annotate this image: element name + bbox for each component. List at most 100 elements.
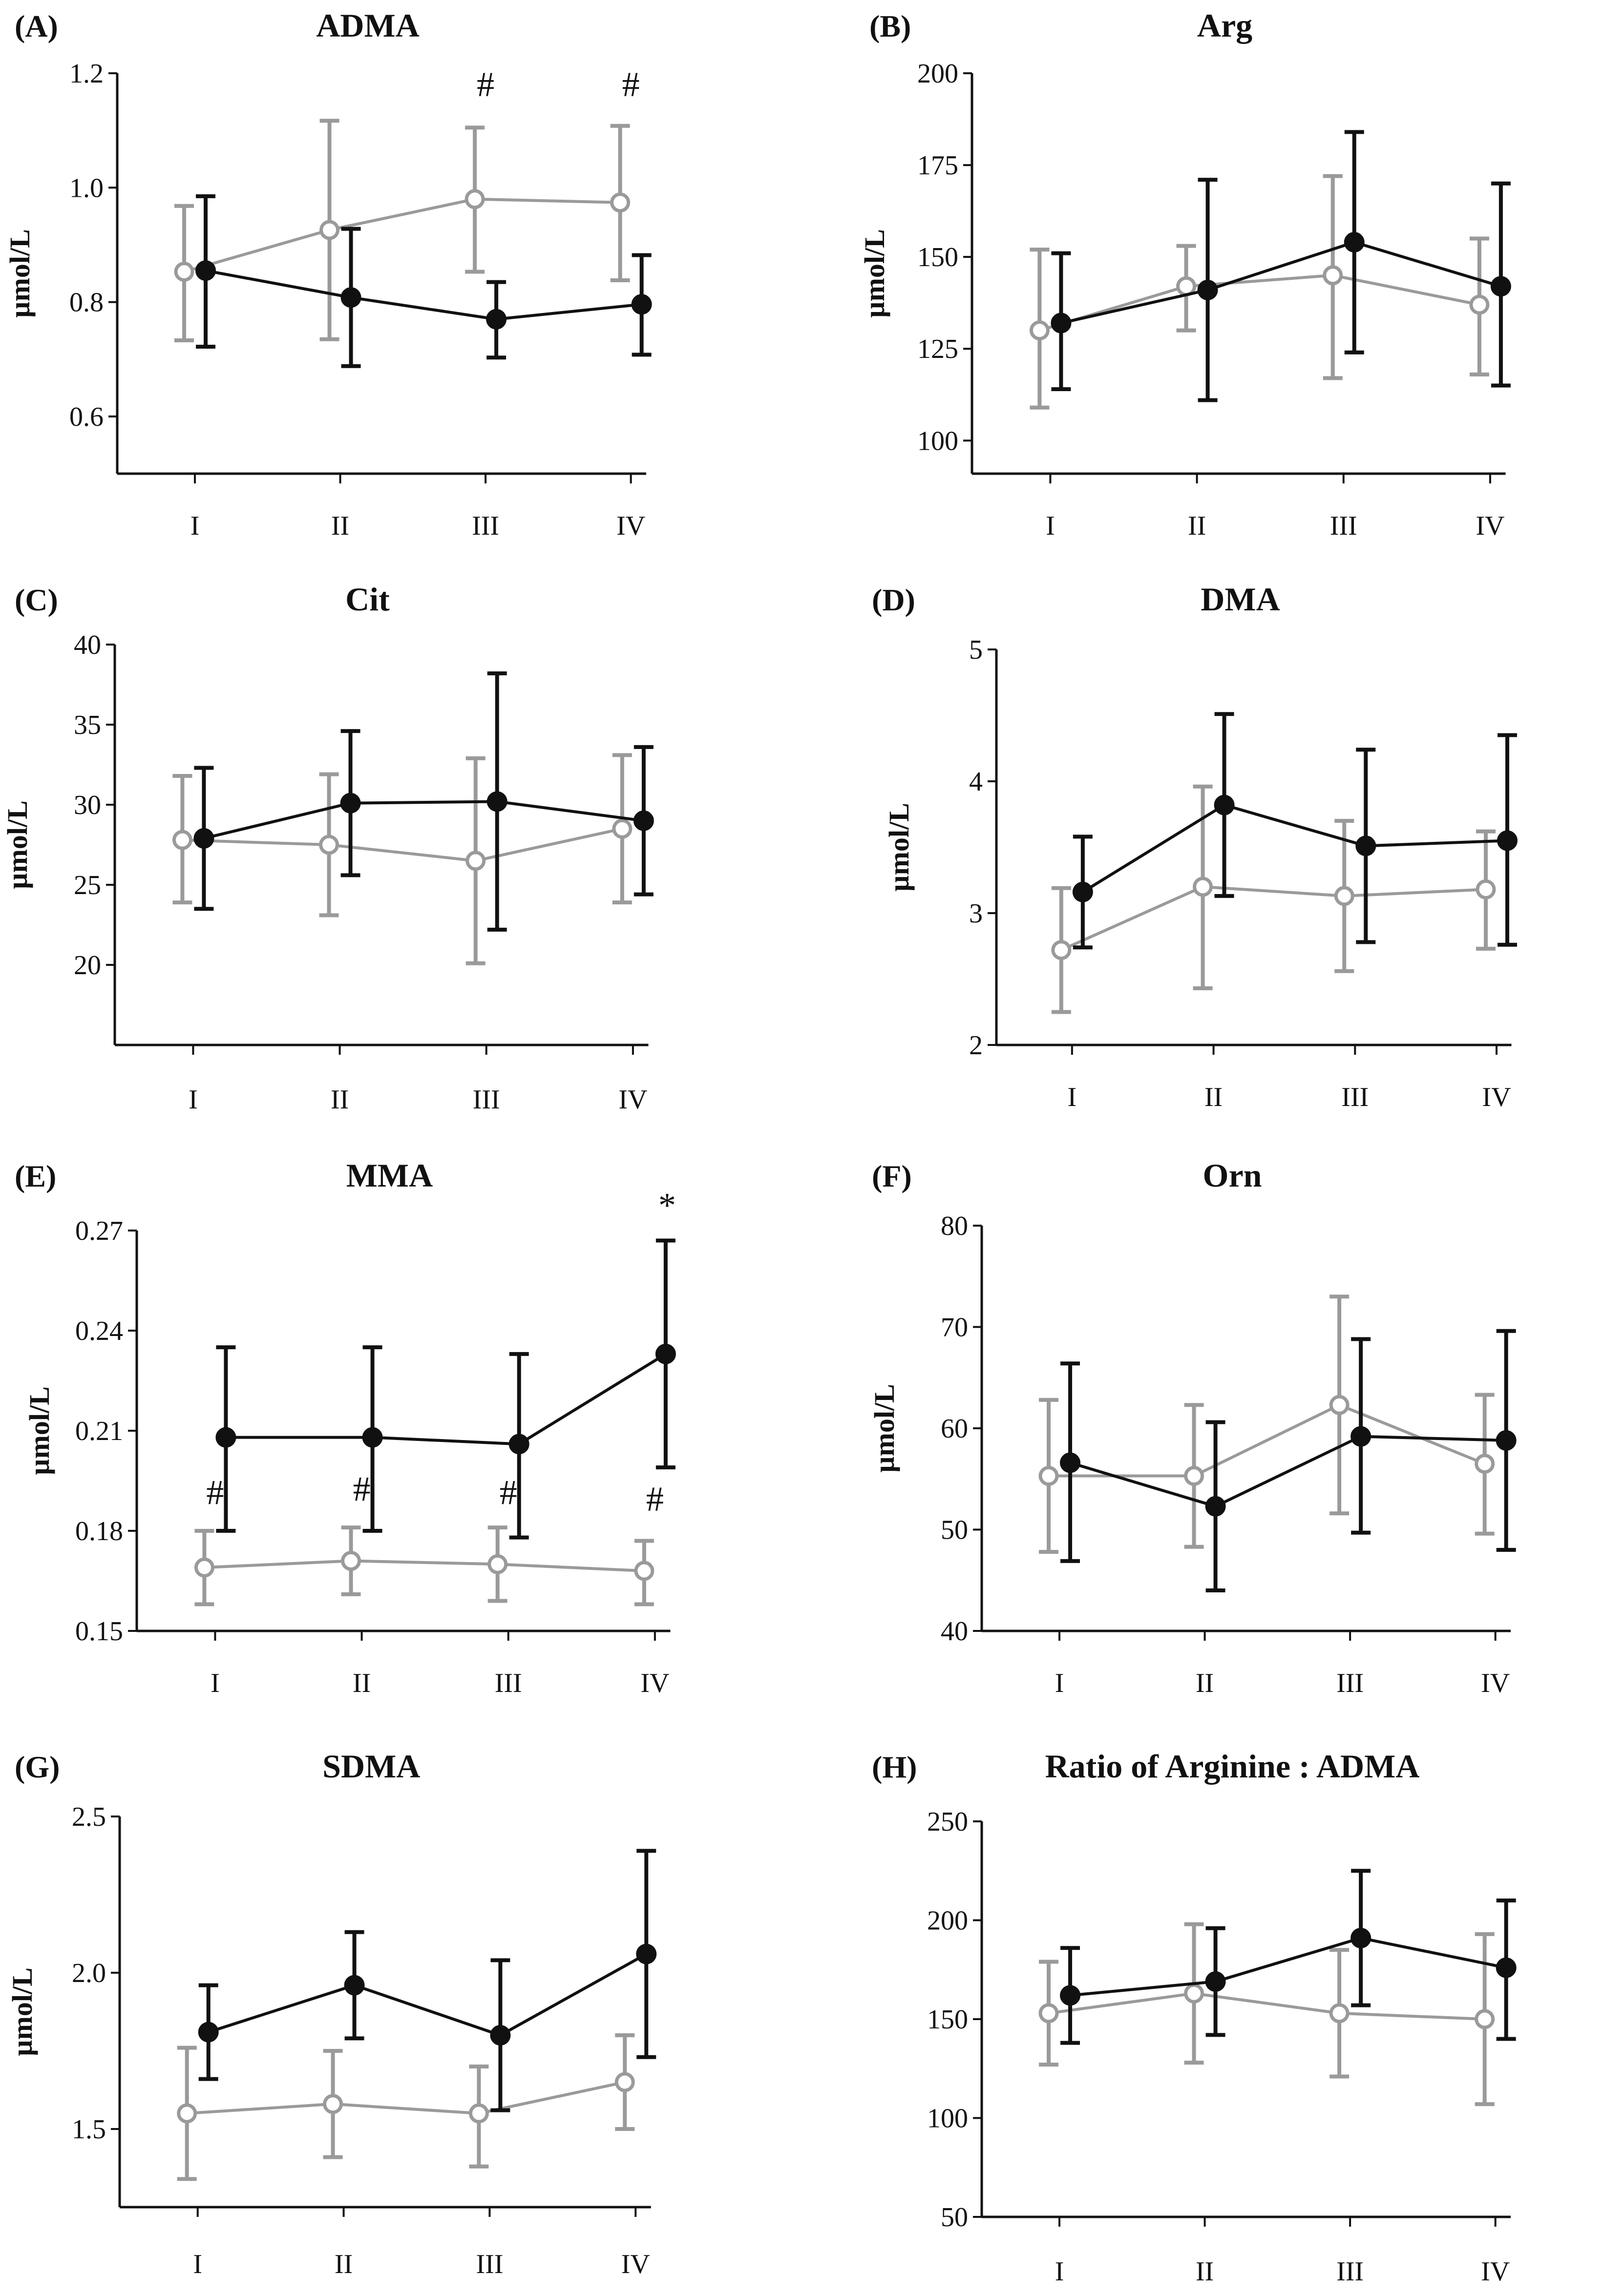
data-point-filled [633, 810, 654, 831]
x-tick-label: I [190, 511, 200, 541]
x-tick-label: IV [1482, 1082, 1511, 1112]
y-tick-label: 60 [941, 1414, 968, 1444]
y-tick-label: 1.2 [69, 59, 104, 89]
data-point-filled [1496, 1957, 1517, 1978]
data-point-open [1329, 2003, 1350, 2024]
series-line [205, 269, 642, 321]
y-tick-label: 100 [927, 2104, 968, 2134]
data-point-filled [631, 294, 652, 315]
y-tick-label: 2.0 [72, 1958, 106, 1988]
series-gray [1029, 174, 1490, 410]
y-axis-label: µmol/L [23, 1386, 55, 1475]
data-point-open [610, 192, 631, 213]
series-line [182, 827, 623, 862]
data-point-filled [198, 2022, 219, 2043]
y-tick-label: 1.5 [72, 2114, 106, 2145]
x-tick-label: III [472, 511, 499, 541]
data-point-filled [1351, 1426, 1372, 1447]
x-tick-label: II [335, 2249, 353, 2279]
series-gray [1038, 1294, 1495, 1554]
series-gray [172, 753, 633, 965]
x-tick-label: I [211, 1668, 220, 1698]
y-tick-label: 40 [74, 630, 101, 660]
data-point-open [323, 2094, 343, 2114]
series-line [203, 800, 644, 840]
y-tick-label: 25 [74, 870, 101, 900]
data-point-open [614, 2072, 635, 2092]
x-tick-label: II [353, 1668, 371, 1698]
data-point-open [1029, 320, 1050, 341]
data-point-open [1334, 886, 1354, 906]
panel-title: ADMA [316, 7, 420, 44]
y-tick-label: 80 [941, 1211, 968, 1241]
series-gray [194, 1525, 654, 1607]
data-point-filled [490, 2025, 511, 2046]
x-tick-label: IV [640, 1668, 669, 1698]
x-tick-label: IV [621, 2249, 650, 2279]
panel-title: DMA [1201, 581, 1280, 618]
x-tick-label: II [1196, 1668, 1214, 1698]
panel-label: (H) [872, 1750, 917, 1784]
y-tick-label: 150 [927, 2004, 968, 2035]
y-tick-label: 50 [941, 2202, 968, 2233]
data-point-filled [1197, 279, 1218, 300]
series-line [204, 1559, 645, 1572]
y-tick-label: 0.6 [69, 402, 104, 432]
data-point-open [1476, 879, 1496, 899]
series-gray [1051, 784, 1496, 1014]
data-point-open [172, 830, 192, 850]
y-tick-label: 0.15 [75, 1616, 123, 1647]
series-black [198, 1849, 657, 2112]
data-point-filled [486, 791, 507, 812]
y-tick-label: 1.0 [69, 173, 104, 203]
panel-label: (G) [15, 1750, 60, 1784]
x-tick-label: I [189, 1085, 198, 1115]
significance-hash: # [206, 1473, 224, 1512]
series-line [208, 1952, 647, 2037]
y-tick-label: 125 [917, 334, 958, 364]
x-tick-label: II [1188, 511, 1206, 541]
y-tick-label: 250 [927, 1807, 968, 1837]
panel-title: Arg [1197, 7, 1252, 44]
series-black [1060, 1329, 1517, 1592]
significance-asterisk: * [658, 1186, 676, 1225]
x-tick-label: II [331, 511, 349, 541]
series-gray [174, 119, 631, 343]
y-tick-label: 4 [969, 767, 983, 797]
data-point-filled [636, 1943, 657, 1964]
y-axis-label: µmol/L [883, 803, 915, 892]
y-tick-label: 20 [74, 950, 101, 981]
series-black [1060, 1869, 1517, 2045]
x-tick-label: IV [1476, 511, 1504, 541]
panel-title: SDMA [322, 1748, 420, 1785]
data-point-filled [1051, 313, 1072, 334]
y-tick-label: 0.27 [75, 1216, 123, 1246]
data-point-open [1038, 2003, 1059, 2024]
significance-hash: # [353, 1470, 371, 1509]
y-tick-label: 40 [941, 1616, 968, 1647]
panel-title: Orn [1203, 1157, 1262, 1194]
significance-hash: # [477, 65, 494, 104]
series-line [184, 197, 620, 273]
series-black [1072, 712, 1518, 950]
x-tick-label: III [476, 2249, 503, 2279]
data-point-open [1469, 294, 1490, 315]
significance-hash: # [500, 1473, 517, 1512]
significance-hash: # [622, 65, 640, 104]
panel-label: (C) [15, 583, 58, 617]
y-axis-label: µmol/L [868, 1384, 900, 1473]
data-point-filled [1060, 1985, 1081, 2006]
data-point-filled [195, 260, 216, 281]
y-tick-label: 5 [969, 635, 983, 665]
data-point-filled [508, 1434, 529, 1455]
data-point-open [468, 2103, 489, 2124]
significance-hash: # [646, 1480, 664, 1519]
series-line [1070, 1435, 1506, 1508]
series-line [1039, 273, 1480, 332]
data-point-filled [1490, 276, 1511, 297]
panel-title: MMA [346, 1157, 433, 1194]
data-point-open [464, 189, 485, 209]
y-tick-label: 30 [74, 790, 101, 820]
